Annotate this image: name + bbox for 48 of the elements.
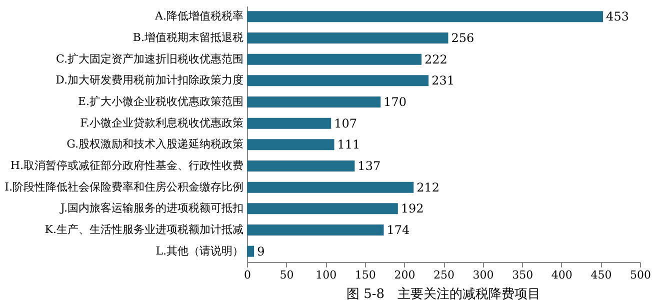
x-tick-label: 100 xyxy=(316,268,337,282)
x-tick-label: 50 xyxy=(280,268,294,282)
y-tick-label: J.国内旅客运输服务的进项税额可抵扣 xyxy=(59,202,244,215)
y-tick-label: F.小微企业贷款利息税收优惠政策 xyxy=(80,116,244,130)
bar xyxy=(247,96,381,108)
data-label: 111 xyxy=(337,138,360,152)
text: 图 5-8 主要关注的减税降费项目 xyxy=(346,286,541,302)
bar xyxy=(247,32,448,44)
bar xyxy=(247,75,429,86)
x-tick-label: 250 xyxy=(434,268,454,282)
data-label: 107 xyxy=(334,116,358,130)
x-tick-label: 350 xyxy=(512,268,534,282)
x-tick-label: 300 xyxy=(472,268,494,282)
y-tick-label: C.扩大固定资产加速折旧税收优惠范围 xyxy=(56,52,244,66)
y-tick-label: B.增值税期末留抵退税 xyxy=(132,31,244,44)
data-label: 170 xyxy=(384,95,407,109)
y-tick-label: I.阶段性降低社会保险费率和住房公积金缴存比例 xyxy=(4,180,244,194)
data-label: 174 xyxy=(386,223,410,237)
data-label: 192 xyxy=(400,202,424,216)
data-label: 453 xyxy=(606,10,629,24)
x-tick-label: 200 xyxy=(394,268,416,282)
y-tick-label: H.取消暂停或减征部分政府性基金、行政性收费 xyxy=(10,159,244,172)
data-label: 137 xyxy=(358,159,381,173)
bar xyxy=(247,11,604,22)
bar xyxy=(247,118,332,129)
x-tick-label: 450 xyxy=(590,268,612,282)
y-tick-label: L.其他（请说明） xyxy=(156,244,244,258)
y-tick-label: K.生产、生活性服务业进项税额加计抵减 xyxy=(44,223,244,236)
y-tick-label: G.股权激励和技术入股递延纳税政策 xyxy=(66,138,244,151)
bar xyxy=(247,139,334,150)
bar xyxy=(247,203,398,214)
x-tick-label: 500 xyxy=(630,268,651,282)
bar xyxy=(247,160,355,172)
data-label: 9 xyxy=(257,244,265,258)
y-tick-label: E.扩大小微企业税收优惠政策范围 xyxy=(78,95,244,108)
data-label: 222 xyxy=(424,52,448,66)
bar xyxy=(247,246,254,257)
data-label: 256 xyxy=(451,31,474,45)
y-tick-label: D.加大研发费用税前加计扣除政策力度 xyxy=(56,74,244,87)
bar xyxy=(247,224,384,236)
bar xyxy=(247,182,414,193)
data-label: 231 xyxy=(432,74,454,88)
data-label: 212 xyxy=(416,180,440,194)
x-tick-label: 150 xyxy=(354,268,376,282)
bar xyxy=(247,54,422,65)
y-tick-label: A.降低增值税税率 xyxy=(154,10,244,23)
x-tick-label: 400 xyxy=(551,268,572,282)
x-tick-label: 0 xyxy=(244,268,251,282)
